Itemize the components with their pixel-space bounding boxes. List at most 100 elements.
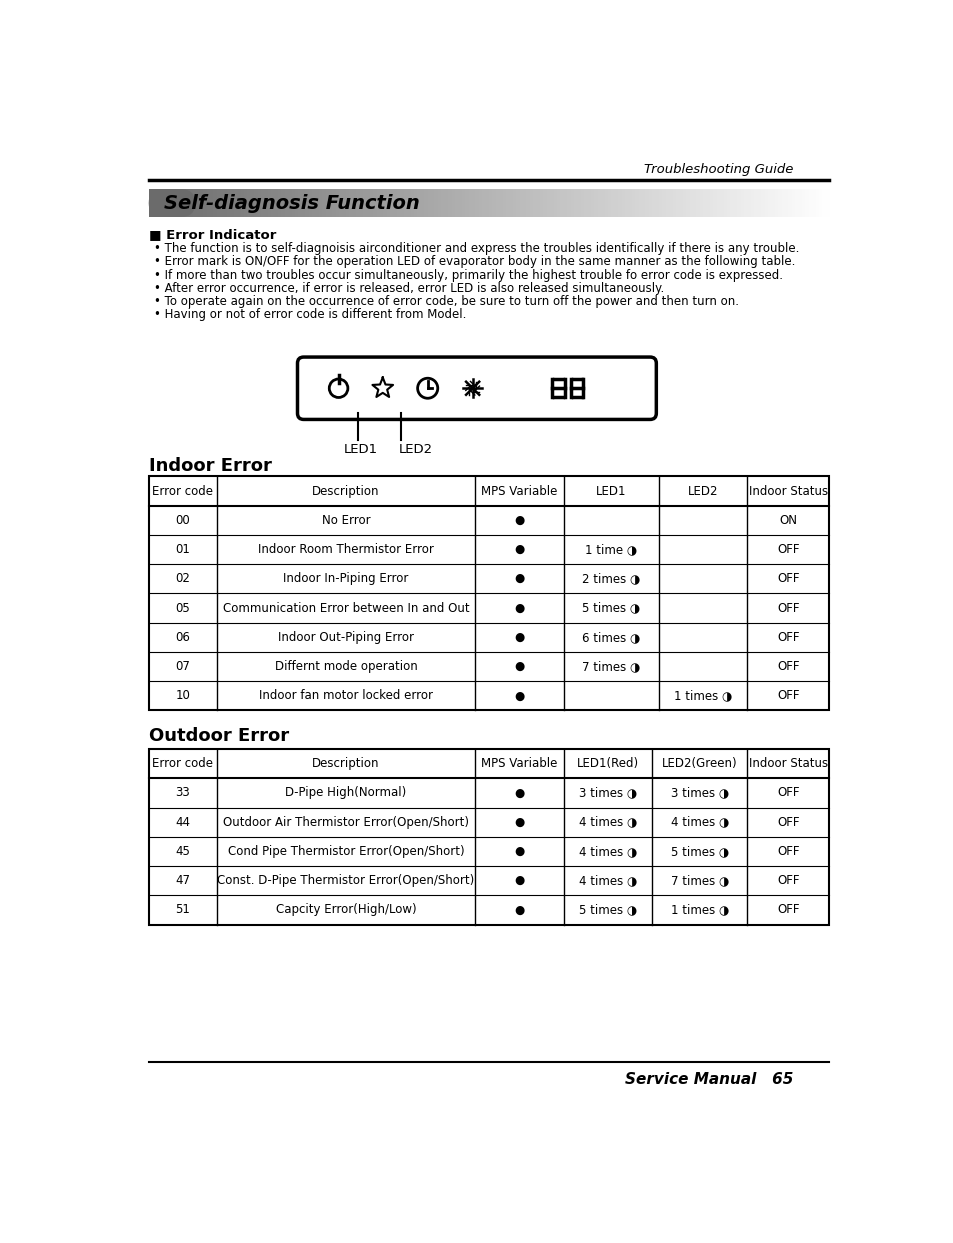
Bar <box>193 189 197 218</box>
Text: ●: ● <box>514 904 524 916</box>
Text: MPS Variable: MPS Variable <box>481 757 558 771</box>
Bar <box>713 189 717 218</box>
Text: 51: 51 <box>175 904 190 916</box>
Text: Indoor Status: Indoor Status <box>748 757 827 771</box>
Bar <box>349 189 354 218</box>
Bar <box>196 189 200 218</box>
Text: 47: 47 <box>175 874 190 888</box>
Bar <box>390 189 394 218</box>
Bar <box>420 189 425 218</box>
Text: 07: 07 <box>175 660 190 674</box>
Text: ●: ● <box>514 631 524 644</box>
Bar <box>308 189 313 218</box>
Bar <box>702 189 707 218</box>
Bar <box>370 189 374 218</box>
Text: 6 times ◑: 6 times ◑ <box>581 631 639 644</box>
Bar <box>679 189 683 218</box>
Text: OFF: OFF <box>777 572 799 585</box>
Bar <box>641 189 645 218</box>
Bar <box>394 189 397 218</box>
Bar <box>216 189 221 218</box>
Bar <box>301 189 306 218</box>
Bar <box>488 189 493 218</box>
Bar <box>526 189 530 218</box>
Bar <box>281 189 285 218</box>
Bar <box>387 189 391 218</box>
Bar <box>771 189 775 218</box>
Bar <box>798 189 801 218</box>
Bar <box>509 189 513 218</box>
Text: Description: Description <box>312 757 379 771</box>
Bar <box>251 189 254 218</box>
Text: Outdoor Error: Outdoor Error <box>149 727 289 746</box>
Bar <box>611 189 615 218</box>
Text: LED1: LED1 <box>596 485 626 497</box>
Bar <box>407 189 411 218</box>
Text: 5 times ◑: 5 times ◑ <box>581 602 639 614</box>
Text: 1 time ◑: 1 time ◑ <box>585 543 637 556</box>
Bar <box>621 189 625 218</box>
Bar <box>431 189 435 218</box>
Bar <box>461 189 465 218</box>
Bar <box>257 189 261 218</box>
Bar <box>353 189 356 218</box>
Bar <box>155 189 159 218</box>
Bar <box>638 189 642 218</box>
Bar <box>685 189 690 218</box>
Bar <box>529 189 534 218</box>
Bar <box>604 189 608 218</box>
Bar <box>825 189 829 218</box>
Text: Error code: Error code <box>152 485 213 497</box>
Bar <box>763 189 768 218</box>
Bar <box>492 189 496 218</box>
Bar <box>726 189 731 218</box>
Text: Indoor Room Thermistor Error: Indoor Room Thermistor Error <box>258 543 434 556</box>
Bar <box>355 189 360 218</box>
Bar <box>166 189 170 218</box>
Bar <box>414 189 417 218</box>
Bar <box>149 750 828 925</box>
Bar <box>329 189 333 218</box>
Bar <box>199 189 204 218</box>
Bar <box>590 189 595 218</box>
Bar <box>655 189 659 218</box>
Text: ●: ● <box>514 874 524 888</box>
Text: 5 times ◑: 5 times ◑ <box>670 845 728 858</box>
Bar <box>754 189 758 218</box>
Text: 7 times ◑: 7 times ◑ <box>670 874 728 888</box>
Bar <box>594 189 598 218</box>
Text: OFF: OFF <box>777 660 799 674</box>
Bar <box>169 189 173 218</box>
Text: OFF: OFF <box>777 874 799 888</box>
Text: LED1: LED1 <box>344 444 377 456</box>
Bar <box>659 189 662 218</box>
Bar <box>794 189 799 218</box>
Bar <box>716 189 720 218</box>
Text: 7 times ◑: 7 times ◑ <box>581 660 639 674</box>
Text: ●: ● <box>514 572 524 585</box>
Bar <box>437 189 441 218</box>
Bar <box>692 189 697 218</box>
Bar <box>700 189 703 218</box>
Bar <box>485 189 489 218</box>
Bar <box>332 189 336 218</box>
Bar <box>539 189 543 218</box>
Bar <box>750 189 754 218</box>
Bar <box>210 189 213 218</box>
Bar <box>757 189 761 218</box>
Bar <box>305 189 309 218</box>
Bar <box>791 189 795 218</box>
Text: D-Pipe High(Normal): D-Pipe High(Normal) <box>285 787 406 799</box>
Bar <box>811 189 816 218</box>
Text: 5 times ◑: 5 times ◑ <box>578 904 637 916</box>
Text: • After error occurrence, if error is released, error LED is also released simul: • After error occurrence, if error is re… <box>154 282 663 295</box>
Bar <box>587 189 591 218</box>
Text: OFF: OFF <box>777 815 799 829</box>
Bar <box>631 189 636 218</box>
Bar <box>159 189 163 218</box>
Bar <box>403 189 408 218</box>
Bar <box>778 189 781 218</box>
Text: LED2: LED2 <box>687 485 718 497</box>
Text: ●: ● <box>514 815 524 829</box>
Bar <box>787 189 792 218</box>
